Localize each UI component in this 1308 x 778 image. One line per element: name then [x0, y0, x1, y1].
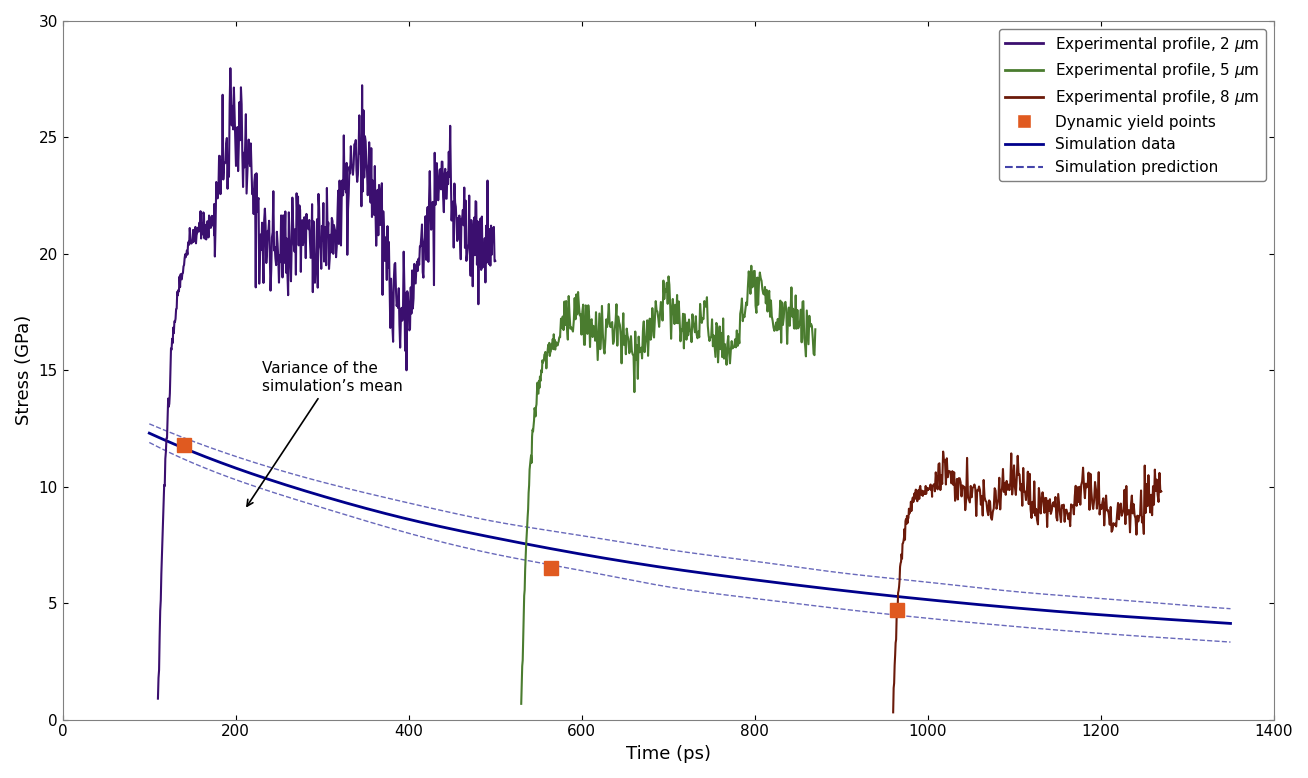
Y-axis label: Stress (GPa): Stress (GPa): [14, 315, 33, 426]
Legend: Experimental profile, 2 $\mu$m, Experimental profile, 5 $\mu$m, Experimental pro: Experimental profile, 2 $\mu$m, Experime…: [999, 29, 1266, 181]
Text: Variance of the
simulation’s mean: Variance of the simulation’s mean: [247, 361, 403, 506]
X-axis label: Time (ps): Time (ps): [625, 745, 710, 763]
